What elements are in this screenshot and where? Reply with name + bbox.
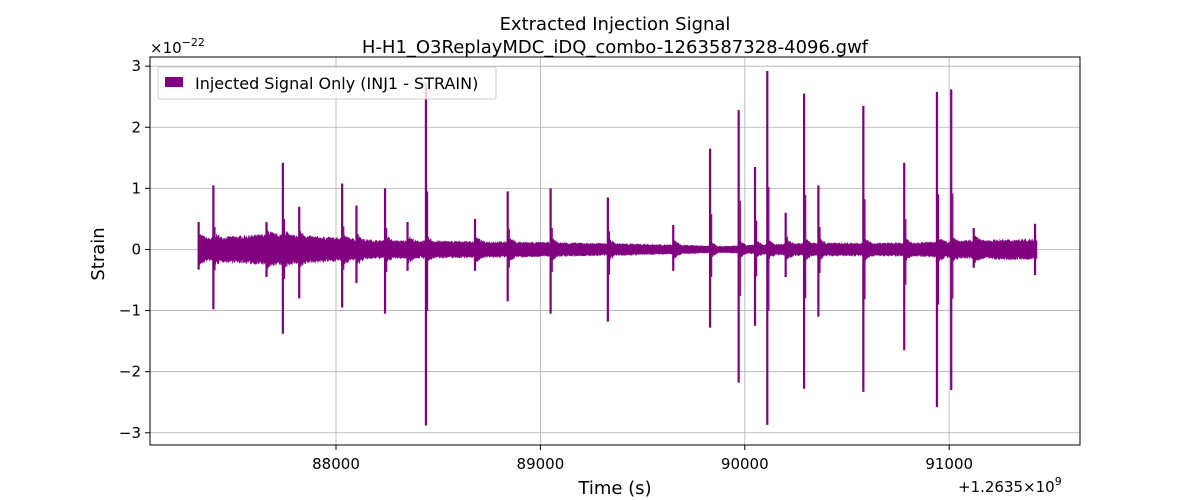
y-tick-label: 1: [131, 179, 141, 197]
plot-area: [197, 71, 1038, 426]
y-axis-label: Strain: [88, 227, 109, 280]
x-tick-label: 91000: [925, 455, 973, 473]
y-scale-base: ×10: [150, 39, 182, 57]
chart-title-line2: H-H1_O3ReplayMDC_iDQ_combo-1263587328-40…: [362, 37, 869, 58]
x-axis-label: Time (s): [577, 478, 651, 499]
y-tick-label: −2: [119, 363, 141, 381]
y-tick-label: 3: [131, 57, 141, 75]
y-tick-label: 2: [131, 118, 141, 136]
legend: Injected Signal Only (INJ1 - STRAIN): [157, 66, 497, 100]
y-scale-exponent: −22: [182, 36, 205, 49]
legend-swatch: [165, 77, 183, 87]
y-tick-label: 0: [131, 240, 141, 258]
x-offset-factor: +1.2635×109: [958, 475, 1062, 496]
x-tick-label: 89000: [517, 455, 565, 473]
x-tick-label: 88000: [312, 455, 360, 473]
x-axis-ticks: 88000 89000 90000 91000: [312, 445, 973, 473]
axes-frame: [149, 56, 1081, 446]
y-axis-ticks: −3 −2 −1 0 1 2 3: [119, 57, 150, 442]
x-offset-base: +1.2635×10: [958, 478, 1055, 496]
legend-box: [157, 66, 497, 100]
legend-label: Injected Signal Only (INJ1 - STRAIN): [195, 74, 478, 93]
grid-lines: [150, 57, 1080, 445]
x-tick-label: 90000: [721, 455, 769, 473]
x-offset-exponent: 9: [1055, 475, 1062, 488]
y-tick-label: −1: [119, 302, 141, 320]
y-scale-factor: ×10−22: [150, 36, 205, 57]
chart-title-line1: Extracted Injection Signal: [500, 14, 731, 35]
y-tick-label: −3: [119, 424, 141, 442]
strain-band: [198, 229, 1037, 269]
